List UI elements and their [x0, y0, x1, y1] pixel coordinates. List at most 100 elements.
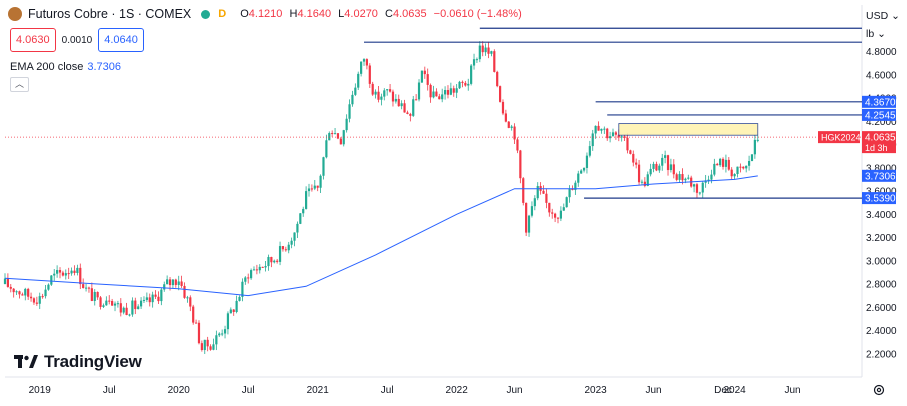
y-tick-label: 3.2000	[866, 233, 897, 244]
candle-body	[507, 121, 510, 128]
candle-body	[154, 294, 157, 297]
candle-body	[209, 346, 212, 350]
candle-body	[342, 130, 345, 145]
x-tick-label: 2020	[168, 385, 191, 396]
open-value: 4.1210	[248, 8, 283, 20]
price-level-badge	[862, 192, 896, 205]
candle-body	[99, 297, 102, 307]
candle-body	[551, 212, 554, 214]
candle-body	[18, 291, 21, 295]
candle-body	[742, 166, 745, 169]
candle-body	[449, 88, 452, 95]
candle-body	[533, 198, 536, 207]
candle-body	[522, 178, 525, 203]
candle-body	[704, 180, 707, 183]
candle-body	[409, 113, 412, 116]
candle-body	[270, 256, 273, 263]
high-key: H	[289, 8, 298, 20]
delayed-data-badge[interactable]: D	[218, 8, 227, 20]
ema200-line	[4, 175, 758, 297]
x-tick-label: Jun	[784, 385, 800, 396]
candle-body	[244, 277, 247, 282]
candle-body	[753, 139, 756, 155]
candle-body	[716, 163, 719, 166]
settings-gear-icon[interactable]	[872, 383, 886, 397]
market-status-icon[interactable]	[201, 9, 211, 19]
sell-button[interactable]: 4.0630	[10, 28, 56, 52]
candle-body	[38, 296, 41, 304]
candle-body	[56, 270, 59, 274]
symbol-title[interactable]: Futuros Cobre · 1S · COMEX	[28, 7, 192, 21]
candle-body	[490, 51, 493, 54]
indicator-legend[interactable]: EMA 200 close 3.7306	[10, 61, 121, 73]
candle-body	[423, 70, 426, 75]
candle-body	[50, 275, 53, 285]
candle-body	[640, 181, 644, 183]
unit-selector[interactable]: lb ⌄	[866, 28, 886, 40]
candle-body	[501, 101, 505, 114]
candle-body	[603, 128, 606, 130]
candle-body	[87, 287, 91, 289]
candle-body	[186, 297, 189, 299]
low-value: 4.0270	[344, 8, 378, 20]
candle-body	[672, 164, 675, 175]
candle-body	[536, 186, 539, 199]
indicator-value: 3.7306	[87, 61, 122, 73]
candle-body	[637, 164, 641, 183]
candle-body	[692, 184, 696, 187]
candle-body	[134, 300, 137, 310]
candle-body	[568, 188, 571, 198]
candle-body	[267, 256, 270, 267]
tradingview-logo-icon	[14, 355, 38, 368]
candle-body	[264, 266, 267, 268]
x-tick-label: Jun	[507, 385, 523, 396]
unit-arrow-icon: ⌄	[877, 28, 886, 40]
candle-body	[611, 132, 615, 137]
candle-body	[281, 246, 285, 250]
candle-body	[160, 289, 163, 302]
candle-body	[597, 125, 600, 131]
candle-body	[357, 73, 360, 88]
candle-body	[102, 305, 105, 307]
candle-body	[585, 155, 589, 168]
x-tick-label: Jul	[242, 385, 255, 396]
currency-selector[interactable]: USD ⌄	[866, 10, 900, 22]
candle-body	[739, 166, 742, 168]
candle-body	[719, 158, 722, 166]
candle-body	[464, 82, 467, 86]
candle-body	[119, 303, 122, 313]
candle-body	[221, 333, 224, 335]
last-price-label: 4.0635	[865, 133, 896, 144]
candle-body	[429, 84, 432, 98]
currency-label: USD	[866, 10, 889, 22]
candle-body	[316, 185, 319, 188]
x-tick-label: Dec	[714, 385, 732, 396]
candle-body	[58, 270, 62, 273]
tradingview-watermark[interactable]: TradingView	[14, 352, 142, 372]
candle-body	[111, 301, 114, 306]
candle-body	[623, 136, 626, 138]
candle-body	[313, 185, 316, 189]
candle-body	[594, 125, 597, 134]
candle-body	[510, 126, 513, 128]
price-level-label: 3.5390	[865, 194, 896, 205]
candle-body	[284, 249, 287, 251]
candle-body	[498, 86, 502, 102]
candle-body	[391, 91, 395, 102]
y-tick-label: 4.2000	[866, 117, 897, 128]
candle-body	[588, 146, 591, 156]
candle-body	[484, 47, 487, 53]
buy-button[interactable]: 4.0640	[98, 28, 144, 52]
unit-label: lb	[866, 28, 875, 40]
candle-body	[310, 188, 313, 190]
candle-body	[701, 182, 704, 193]
collapse-legend-button[interactable]: ︿	[10, 77, 29, 92]
candle-body	[388, 89, 392, 92]
candle-body	[420, 70, 424, 83]
candle-body	[513, 126, 516, 140]
candle-body	[84, 287, 88, 289]
price-level-badge	[862, 95, 896, 108]
y-tick-label: 2.2000	[866, 349, 897, 360]
